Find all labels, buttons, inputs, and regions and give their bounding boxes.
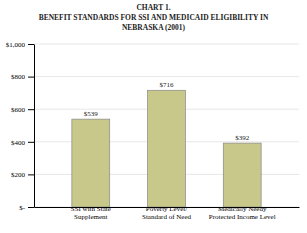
tick: Poverty Level/Standard of Need	[142, 205, 191, 221]
tick-label: $-	[19, 204, 26, 212]
x-axis: SSI with StateSupplement Poverty Level/St…	[35, 205, 300, 221]
tick: $-	[19, 204, 34, 212]
tick-label: $800	[11, 73, 26, 81]
bar	[72, 119, 110, 207]
title-line: NEBRASKA (2001)	[122, 23, 186, 32]
tick-label-line: Protected Income Level	[209, 213, 276, 221]
tick-mark	[28, 44, 34, 45]
plot-area	[72, 90, 261, 207]
tick-label: $1,000	[6, 41, 26, 49]
data-label: $716	[160, 81, 175, 89]
tick-label-line: Supplement	[74, 213, 107, 221]
tick: $600	[11, 106, 34, 114]
title-line: CHART 1.	[136, 3, 170, 12]
data-labels: $539 $716 $392	[84, 81, 250, 142]
bar	[223, 143, 261, 207]
tick-mark	[28, 207, 34, 208]
tick: Medically NeedyProtected Income Level	[209, 205, 276, 221]
tick-label: $200	[11, 171, 26, 179]
tick-label: Poverty Level/Standard of Need	[142, 205, 191, 221]
axis-line	[34, 45, 35, 208]
title-line: BENEFIT STANDARDS FOR SSI AND MEDICAID E…	[39, 13, 269, 22]
tick-mark	[28, 77, 34, 78]
bar	[148, 90, 186, 207]
tick-mark	[28, 174, 34, 175]
tick-mark	[28, 142, 34, 143]
tick-label-line: Standard of Need	[142, 213, 191, 221]
chart: CHART 1.BENEFIT STANDARDS FOR SSI AND ME…	[0, 0, 307, 233]
grid-line	[34, 76, 299, 77]
tick-label: Medically NeedyProtected Income Level	[209, 205, 276, 221]
tick: SSI with StateSupplement	[71, 205, 111, 221]
tick: $200	[11, 171, 34, 179]
tick-label: $400	[11, 139, 26, 147]
title: CHART 1.BENEFIT STANDARDS FOR SSI AND ME…	[39, 3, 269, 32]
tick-label: $600	[11, 106, 26, 114]
grid	[34, 44, 299, 207]
grid-line	[34, 44, 299, 45]
data-label: $392	[235, 134, 250, 142]
tick-mark	[28, 109, 34, 110]
tick: $1,000	[6, 41, 34, 49]
tick: $800	[11, 73, 34, 81]
y-axis: $- $200 $400 $600 $800 $1,000	[6, 41, 35, 212]
tick: $400	[11, 139, 34, 147]
data-label: $539	[84, 110, 99, 118]
tick-label: SSI with StateSupplement	[71, 205, 111, 221]
